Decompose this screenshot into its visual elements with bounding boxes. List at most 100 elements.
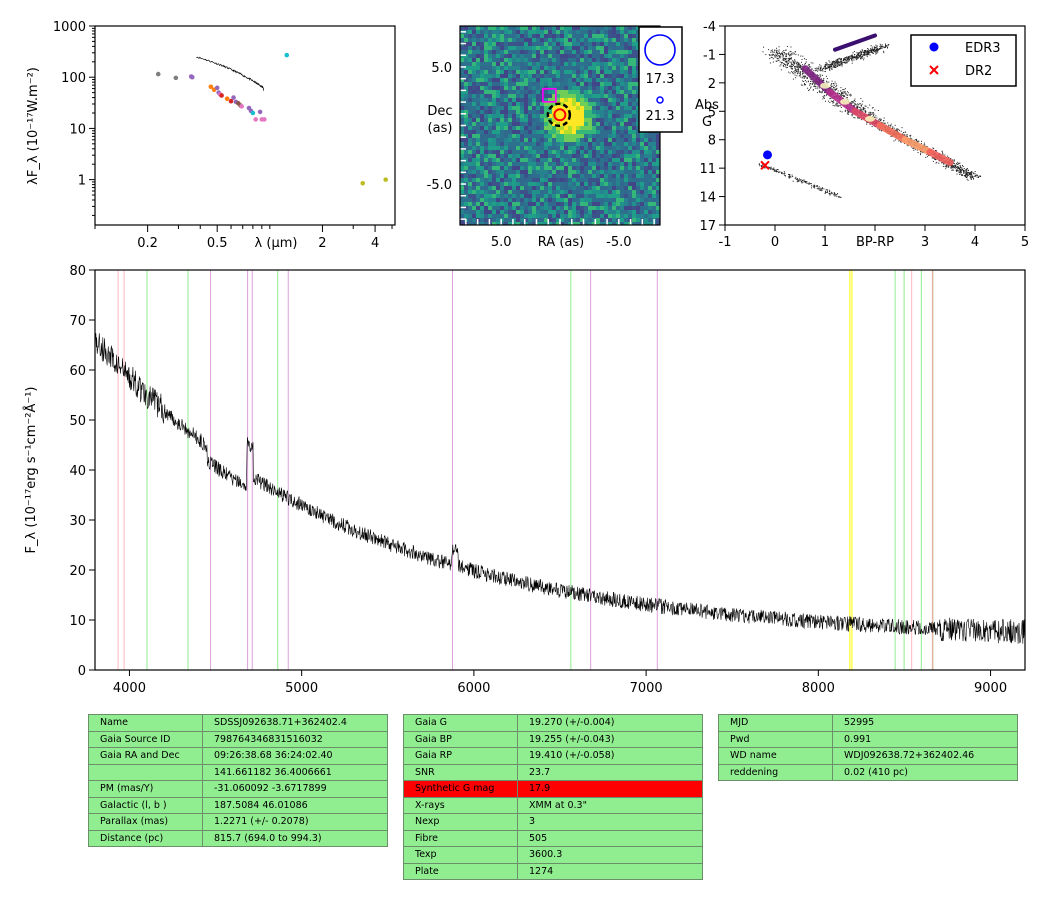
image-pixel (572, 102, 576, 106)
image-pixel (568, 142, 572, 146)
hr-star-dot (956, 169, 958, 171)
hr-star-dot (801, 64, 803, 66)
image-pixel (464, 106, 468, 110)
image-pixel (632, 82, 636, 86)
hr-star-dot (851, 101, 853, 103)
hr-star-dot (859, 103, 861, 105)
hr-star-dot (794, 61, 796, 63)
image-pixel (532, 206, 536, 210)
hr-star-dot (775, 54, 777, 56)
hr-star-dot (812, 82, 814, 84)
image-pixel (472, 66, 476, 70)
image-pixel (628, 90, 632, 94)
hr-star-dot (864, 52, 866, 54)
hr-star-dot (816, 88, 818, 90)
image-pixel (532, 114, 536, 118)
image-pixel (548, 146, 552, 150)
image-pixel (496, 50, 500, 54)
hr-star-dot (879, 43, 881, 45)
hr-star-dot (840, 87, 842, 89)
hr-star-dot (795, 66, 797, 68)
image-pixel (460, 62, 464, 66)
hr-star-dot (806, 77, 808, 79)
hr-star-dot (880, 45, 882, 47)
image-pixel (516, 26, 520, 30)
hr-star-dot (772, 61, 774, 63)
hr-star-dot (952, 159, 954, 161)
hr-star-dot (945, 166, 947, 168)
image-pixel (520, 66, 524, 70)
image-pixel (504, 158, 508, 162)
image-pixel (520, 218, 524, 222)
hr-star-dot (871, 107, 873, 109)
hr-star-dot (820, 70, 822, 72)
image-pixel (608, 206, 612, 210)
hr-star-dot (848, 59, 850, 61)
image-pixel (584, 142, 588, 146)
hr-star-dot (965, 172, 967, 174)
hr-star-dot (869, 114, 871, 116)
image-pixel (468, 74, 472, 78)
image-pixel (612, 134, 616, 138)
image-pixel (528, 186, 532, 190)
hr-star-dot (781, 52, 783, 54)
image-pixel (608, 202, 612, 206)
image-pixel (592, 182, 596, 186)
image-dashed-circle (546, 102, 572, 128)
image-pixel (556, 70, 560, 74)
hr-star-dot (867, 51, 869, 53)
image-pixel (596, 26, 600, 30)
hr-star-dot (825, 61, 827, 63)
hr-star-dot (785, 67, 787, 69)
hr-star-dot (919, 151, 921, 153)
hr-star-dot (829, 61, 831, 63)
image-pixel (532, 66, 536, 70)
image-pixel (636, 138, 640, 142)
image-pixel (476, 202, 480, 206)
image-pixel (564, 130, 568, 134)
hr-star-dot (841, 91, 843, 93)
image-pixel (608, 170, 612, 174)
image-pixel (508, 30, 512, 34)
hr-star-dot (866, 53, 868, 55)
hr-star-dot (858, 117, 860, 119)
hr-star-dot (926, 156, 928, 158)
sed-point-3 (189, 74, 195, 80)
image-pixel (460, 162, 464, 166)
image-pixel (500, 58, 504, 62)
image-pixel (552, 30, 556, 34)
hr-star-dot (963, 174, 965, 176)
image-pixel (632, 174, 636, 178)
image-pixel (620, 194, 624, 198)
image-pixel (576, 34, 580, 38)
image-pixel (568, 122, 572, 126)
image-pixel (612, 26, 616, 30)
image-pixel (460, 102, 464, 106)
image-pixel (460, 106, 464, 110)
image-pixel (584, 62, 588, 66)
image-pixel (552, 66, 556, 70)
hr-star-dot (879, 119, 881, 121)
image-pixel (472, 178, 476, 182)
image-pixel (572, 66, 576, 70)
hr-star-dot (869, 112, 871, 114)
image-pixel (488, 94, 492, 98)
image-pixel (616, 82, 620, 86)
image-pixel (584, 162, 588, 166)
image-pixel (620, 158, 624, 162)
sed-ytick-label-0: 1 (78, 174, 86, 189)
image-pixel (548, 38, 552, 42)
image-pixel (520, 170, 524, 174)
image-pixel (572, 186, 576, 190)
image-pixel (552, 74, 556, 78)
image-pixel (576, 206, 580, 210)
image-pixel (524, 162, 528, 166)
image-pixel (532, 198, 536, 202)
image-pixel (480, 74, 484, 78)
image-pixel (556, 142, 560, 146)
image-pixel (640, 202, 644, 206)
image-pixel (484, 58, 488, 62)
image-pixel (492, 170, 496, 174)
hr-star-dot (971, 176, 973, 178)
